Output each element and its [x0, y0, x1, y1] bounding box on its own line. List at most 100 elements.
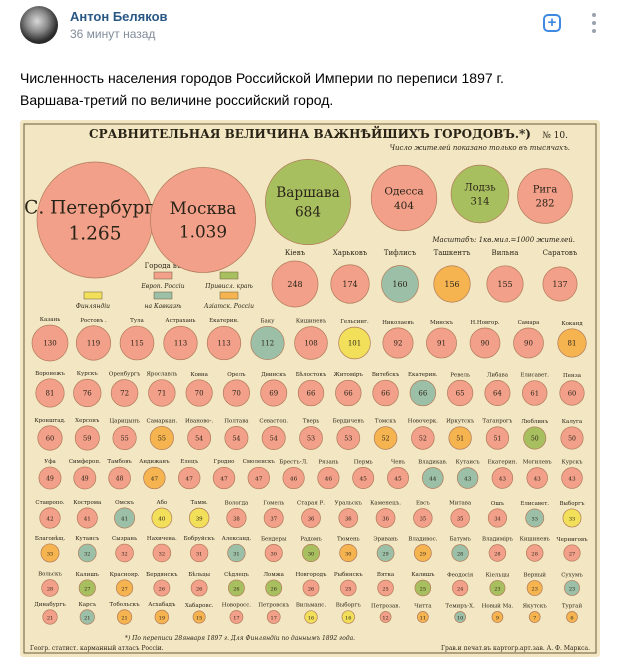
city-name-small: Выборгъ: [336, 602, 361, 609]
city-value-small: 17: [271, 616, 277, 622]
city-bubble-small: [377, 579, 394, 597]
city-bubble-small: [513, 327, 544, 359]
city-name-small: Новочерк.: [408, 419, 438, 425]
city-name-small: Царицынъ: [109, 418, 140, 424]
population-chart: СРАВНИТЕЛЬНАЯ ВЕЛИЧИНА ВАЖНѢЙШИХЪ ГОРОДО…: [23, 123, 597, 654]
legend-title: Города въ: [145, 262, 182, 270]
city-name-small: Чевъ: [391, 459, 406, 465]
city-name-small: Евсъ: [416, 501, 430, 507]
city-value-small: 54: [270, 435, 278, 443]
city-name-small: Гомель: [263, 500, 284, 506]
city-bubble-small: [108, 466, 131, 490]
city-bubble-small: [563, 544, 581, 562]
vertical-dots-icon[interactable]: [589, 11, 599, 35]
city-name-small: Полтава: [224, 418, 249, 424]
post-text-line-1: Численность населения городов Российской…: [20, 70, 504, 86]
city-bubble-small: [119, 325, 155, 361]
city-name-small: Темиръ-Х.: [445, 604, 475, 610]
city-name-small: Рыбинскъ: [334, 571, 363, 578]
city-name-small: Радомъ: [300, 536, 322, 542]
city-value-small: 30: [345, 552, 351, 558]
city-value-small: 81: [46, 390, 55, 398]
city-value-small: 30: [308, 552, 314, 558]
city-name-large: Одесса: [384, 185, 423, 197]
city-value-small: 51: [493, 436, 501, 443]
city-value-large: 1.039: [179, 222, 227, 242]
city-name-small: Благовѣщ.: [35, 535, 66, 542]
city-bubble-small: [448, 426, 472, 450]
city-bubble-small: [192, 610, 206, 624]
city-value-small: 29: [420, 552, 426, 558]
city-value-small: 48: [116, 476, 124, 483]
city-name-small: Таганрогъ: [482, 419, 512, 425]
city-name-small: Гельсинг.: [340, 319, 369, 325]
city-value-small: 52: [382, 436, 390, 443]
city-bubble-small: [335, 379, 362, 407]
city-value-small: 92: [394, 340, 403, 348]
post-image[interactable]: СРАВНИТЕЛЬНАЯ ВЕЛИЧИНА ВАЖНѢЙШИХЪ ГОРОДО…: [20, 120, 600, 657]
city-name-medium: Саратовъ: [543, 249, 578, 257]
city-value-small: 26: [196, 587, 202, 593]
city-bubble-small: [149, 425, 174, 451]
city-name-small: Кишиневъ: [296, 319, 327, 325]
author-avatar[interactable]: [20, 6, 58, 44]
legend-caucasus: на Кавказѣ: [145, 303, 183, 310]
city-name-small: Калишъ: [411, 572, 435, 578]
city-bubble-small: [265, 579, 283, 597]
city-bubble-small: [525, 508, 545, 528]
city-name-small: Бѣлостокъ: [296, 371, 327, 378]
city-name-small: Калишъ: [76, 572, 100, 578]
post-text-line-2: Варшава-третий по величине российский го…: [20, 92, 334, 108]
city-bubble-small: [40, 543, 60, 563]
city-value-small: 36: [345, 517, 352, 523]
city-bubble-small: [78, 543, 97, 563]
city-name-small: Омскъ: [115, 500, 134, 506]
city-bubble-small: [302, 579, 320, 597]
city-value-small: 21: [121, 616, 127, 622]
city-name-small: Воронежъ: [35, 371, 65, 377]
city-value-small: 101: [348, 340, 361, 348]
city-bubble-small: [163, 325, 198, 361]
city-bubble-small: [227, 543, 246, 563]
city-bubble-small: [78, 579, 96, 597]
city-value-small: 11: [420, 616, 426, 622]
poster-title: СРАВНИТЕЛЬНАЯ ВЕЛИЧИНА ВАЖНѢЙШИХЪ ГОРОДО…: [89, 125, 531, 141]
poster-publisher-right: Грав.и печат.въ картогр.арт.зав. А. Ф. М…: [441, 645, 590, 652]
post-text: Численность населения городов Российской…: [20, 67, 600, 111]
city-name-small: Каменецъ.: [370, 501, 401, 507]
poster-number: № 10.: [542, 131, 568, 141]
city-value-medium: 174: [342, 280, 357, 289]
city-name-small: Елисавет.: [520, 501, 549, 507]
city-value-small: 27: [121, 587, 127, 593]
city-value-small: 21: [47, 616, 53, 622]
city-value-small: 19: [159, 616, 165, 622]
post-time[interactable]: 36 минут назад: [70, 27, 156, 41]
city-name-small: Смоленскъ: [243, 459, 276, 465]
city-value-small: 60: [568, 390, 577, 398]
city-value-small: 16: [345, 616, 351, 622]
city-bubble-small: [76, 507, 98, 529]
city-bubble-small: [261, 426, 286, 450]
plus-square-icon[interactable]: +: [543, 14, 561, 32]
city-bubble-small: [559, 380, 585, 406]
city-value-small: 17: [233, 616, 239, 622]
city-value-small: 70: [195, 390, 204, 398]
city-name-small: Або: [156, 499, 167, 506]
city-bubble-small: [31, 324, 69, 362]
city-bubble-small: [526, 467, 548, 489]
legend-europe: Европ. Россіи: [140, 283, 184, 290]
city-name-small: Новоросс.: [222, 602, 252, 608]
city-value-small: 53: [344, 436, 352, 443]
city-name-small: Читта: [414, 604, 432, 610]
city-bubble-small: [417, 611, 429, 623]
city-bubble-small: [154, 609, 170, 625]
city-name-small: Выборгъ: [560, 500, 585, 507]
author-name[interactable]: Антон Беляков: [70, 9, 168, 24]
legend-asia: Азіатск. Россіи: [203, 303, 254, 310]
city-bubble-small: [116, 579, 134, 597]
city-name-small: Уфа: [44, 458, 56, 465]
city-bubble-medium: [330, 264, 370, 304]
city-bubble-small: [484, 380, 511, 406]
city-value-small: 34: [494, 517, 500, 523]
city-value-small: 25: [420, 587, 426, 593]
